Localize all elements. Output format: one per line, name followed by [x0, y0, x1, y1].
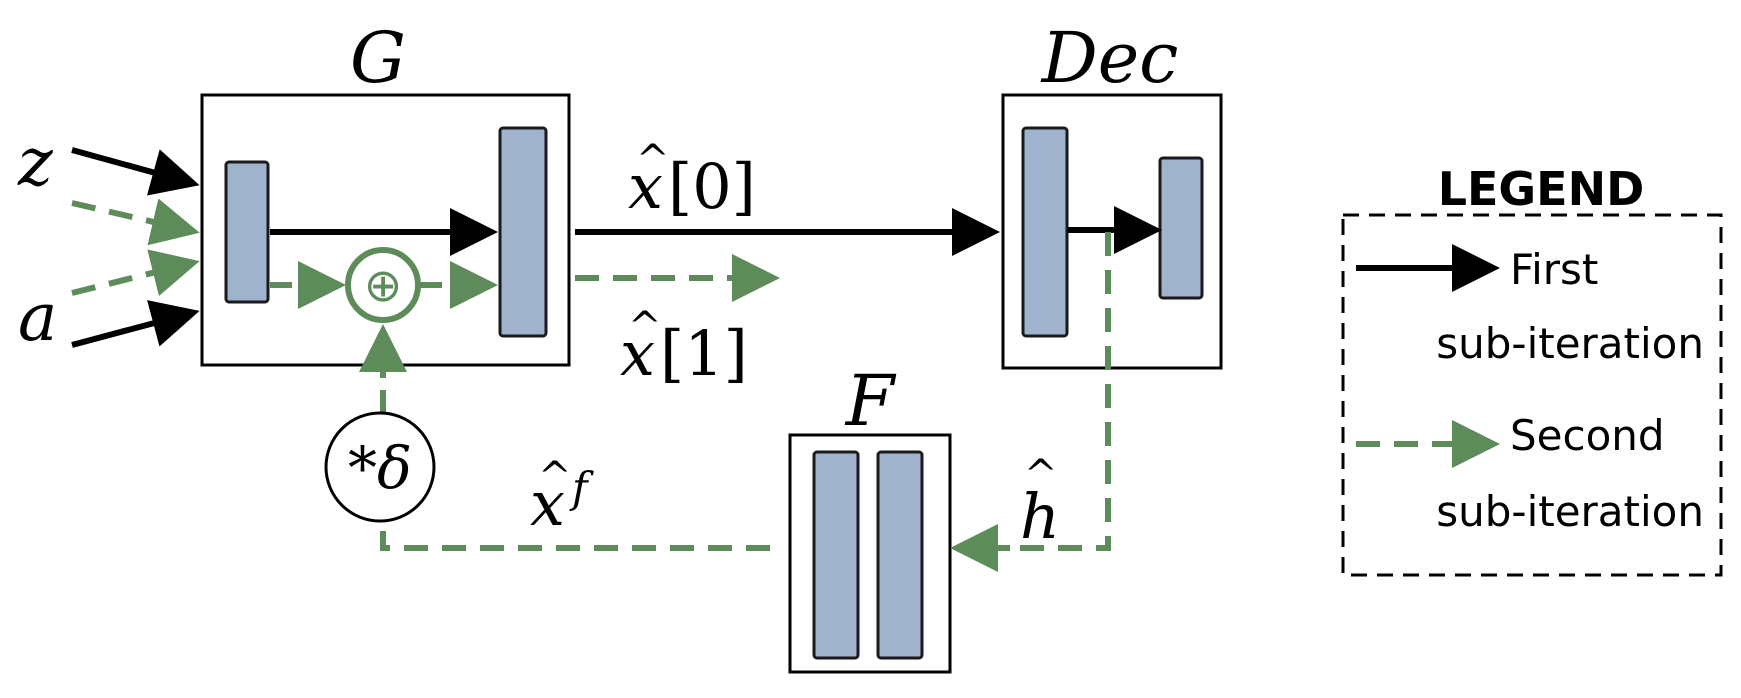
legend-first-label: First: [1510, 245, 1598, 294]
dec-output-block: [1158, 156, 1204, 300]
svg-text:^: ^: [1024, 452, 1058, 498]
h-label: h ^: [1020, 452, 1060, 553]
svg-text:^: ^: [538, 454, 572, 500]
sum-operator-symbol: ⊕: [364, 258, 403, 312]
sum-operator: [345, 247, 421, 323]
svg-text:x: x: [628, 150, 663, 223]
scale-operator: [324, 411, 436, 523]
z-second-arrow: [71, 198, 200, 246]
svg-text:[0]: [0]: [668, 150, 756, 223]
legend-second-label: Second: [1510, 411, 1665, 460]
dec-to-f-feedback-path: [1010, 232, 1111, 551]
f-left-block: [812, 450, 860, 660]
module-f: F: [788, 360, 952, 674]
input-a-label: a: [18, 279, 57, 356]
x0-label: x ^ [0]: [628, 137, 756, 223]
legend-frame: [1341, 213, 1723, 577]
xf-label: x ^ f: [530, 454, 594, 540]
z-first-arrow: [71, 147, 200, 196]
g-input-block: [224, 160, 270, 304]
legend-title: LEGEND: [1438, 162, 1645, 216]
svg-text:x: x: [620, 317, 655, 390]
legend: LEGEND First sub-iteration Second sub-it…: [1341, 162, 1723, 577]
svg-text:[1]: [1]: [660, 317, 748, 390]
svg-text:^: ^: [636, 137, 670, 183]
input-z-label: z: [17, 124, 54, 201]
svg-text:h: h: [1020, 480, 1060, 553]
f-to-scale-feedback-path: [380, 520, 770, 551]
svg-text:x: x: [530, 467, 565, 540]
legend-first-sublabel: sub-iteration: [1436, 319, 1704, 368]
a-first-arrow: [71, 300, 200, 348]
dec-input-block: [1021, 126, 1069, 338]
x1-label: x ^ [1]: [620, 304, 748, 390]
svg-text:f: f: [569, 463, 594, 512]
scale-operator-label: *δ: [348, 434, 412, 502]
g-output-block: [498, 126, 548, 338]
legend-second-sublabel: sub-iteration: [1436, 487, 1704, 536]
module-g-label: G: [350, 17, 406, 99]
module-dec: Dec: [1001, 17, 1223, 370]
a-second-arrow: [71, 249, 200, 297]
f-right-block: [876, 450, 924, 660]
svg-text:^: ^: [628, 304, 662, 350]
module-f-label: F: [844, 360, 897, 442]
module-dec-label: Dec: [1040, 17, 1179, 99]
